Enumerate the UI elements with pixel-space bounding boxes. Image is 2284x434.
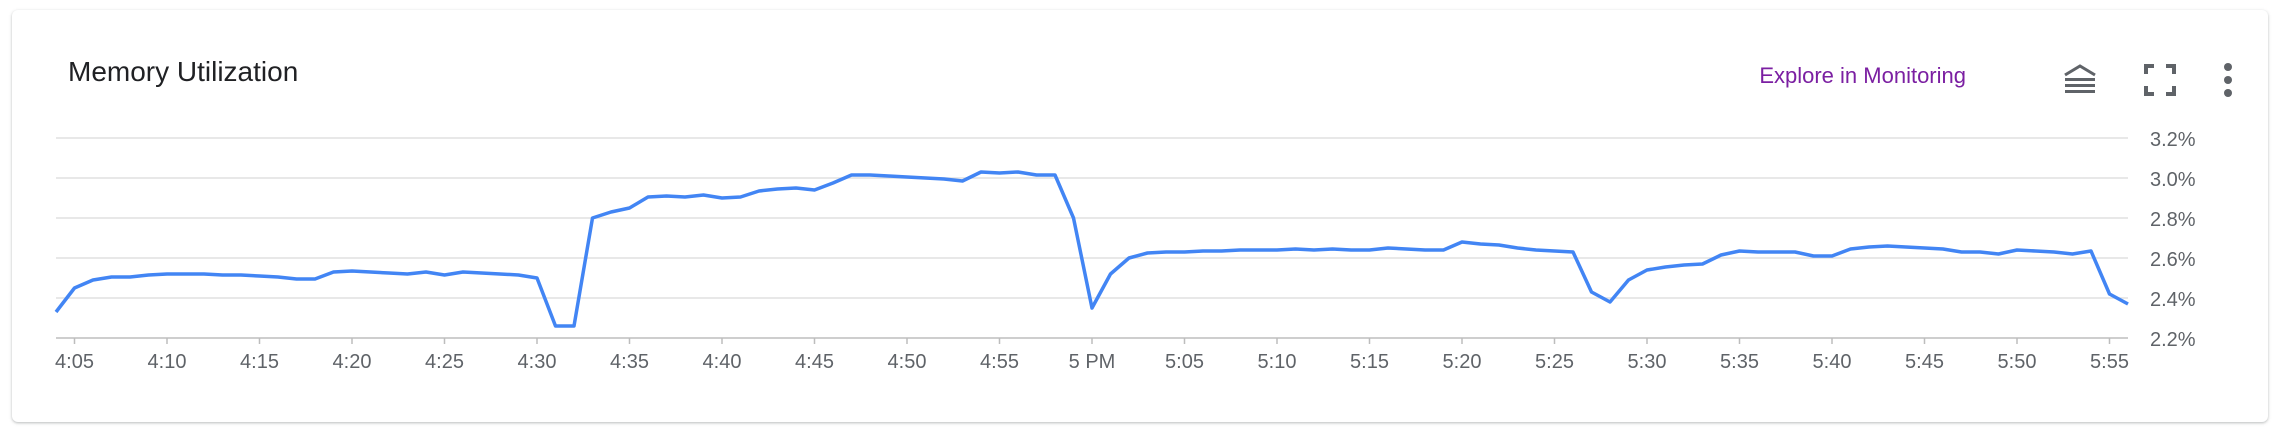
legend-toggle-button[interactable]	[2060, 60, 2100, 100]
x-tick-label: 4:10	[148, 351, 187, 373]
x-tick-label: 5:15	[1350, 351, 1389, 373]
y-tick-label: 2.4%	[2150, 289, 2196, 311]
x-tick-label: 5:40	[1813, 351, 1852, 373]
more-vert-icon	[2224, 63, 2232, 97]
x-tick-label: 5:20	[1443, 351, 1482, 373]
x-tick-label: 5:45	[1905, 351, 1944, 373]
x-tick-label: 4:25	[425, 351, 464, 373]
x-tick-label: 5:05	[1165, 351, 1204, 373]
x-tick-label: 4:35	[610, 351, 649, 373]
explore-in-monitoring-link[interactable]: Explore in Monitoring	[1759, 63, 1966, 88]
x-tick-label: 5:10	[1258, 351, 1297, 373]
fullscreen-icon	[2144, 64, 2176, 96]
y-tick-label: 2.2%	[2150, 329, 2196, 351]
legend-toggle-icon	[2064, 64, 2096, 93]
x-tick-label: 4:40	[703, 351, 742, 373]
y-tick-label: 3.0%	[2150, 169, 2196, 191]
memory-utilization-card: Memory Utilization Explore in Monitoring	[12, 10, 2268, 422]
card-title: Memory Utilization	[68, 56, 299, 87]
x-tick-label: 5:30	[1628, 351, 1667, 373]
x-tick-label: 5 PM	[1069, 351, 1116, 373]
more-options-button[interactable]	[2208, 60, 2248, 100]
x-tick-label: 4:20	[333, 351, 372, 373]
x-tick-label: 5:25	[1535, 351, 1574, 373]
y-tick-label: 3.2%	[2150, 129, 2196, 151]
x-tick-label: 5:50	[1998, 351, 2037, 373]
y-tick-label: 2.8%	[2150, 209, 2196, 231]
y-tick-label: 2.6%	[2150, 249, 2196, 271]
x-tick-label: 4:50	[888, 351, 927, 373]
x-tick-label: 5:35	[1720, 351, 1759, 373]
memory-series-line[interactable]	[54, 170, 2129, 328]
x-tick-label: 4:45	[795, 351, 834, 373]
x-tick-label: 4:55	[980, 351, 1019, 373]
x-tick-label: 5:55	[2090, 351, 2129, 373]
x-tick-label: 4:15	[240, 351, 279, 373]
x-tick-label: 4:30	[518, 351, 557, 373]
fullscreen-button[interactable]	[2140, 60, 2180, 100]
x-tick-label: 4:05	[55, 351, 94, 373]
